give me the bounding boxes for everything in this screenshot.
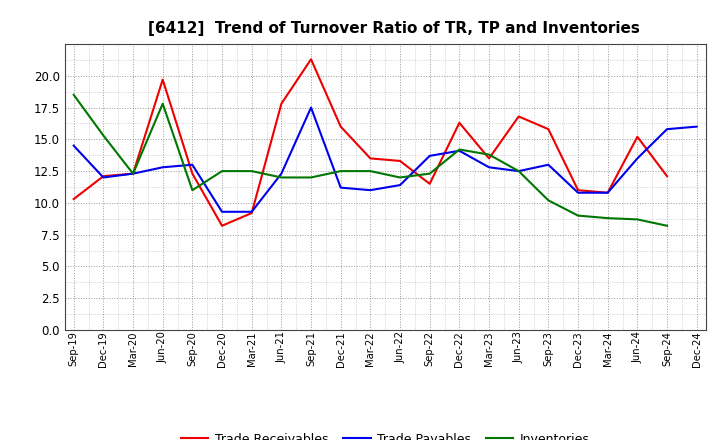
Inventories <box>366 169 374 174</box>
Trade Receivables <box>514 114 523 119</box>
Trade Payables <box>633 156 642 161</box>
Trade Payables <box>307 105 315 110</box>
Inventories <box>455 147 464 152</box>
Trade Receivables <box>455 120 464 125</box>
Trade Receivables <box>396 158 405 164</box>
Inventories <box>574 213 582 218</box>
Inventories <box>188 187 197 193</box>
Trade Receivables <box>277 101 286 106</box>
Trade Receivables <box>544 127 553 132</box>
Trade Receivables <box>485 156 493 161</box>
Trade Receivables <box>248 210 256 216</box>
Line: Trade Payables: Trade Payables <box>73 107 697 212</box>
Inventories <box>396 175 405 180</box>
Inventories <box>336 169 345 174</box>
Trade Receivables <box>366 156 374 161</box>
Trade Payables <box>217 209 226 214</box>
Trade Payables <box>248 209 256 214</box>
Trade Payables <box>99 175 108 180</box>
Inventories <box>544 198 553 203</box>
Trade Receivables <box>188 171 197 176</box>
Trade Payables <box>129 171 138 176</box>
Inventories <box>514 169 523 174</box>
Inventories <box>277 175 286 180</box>
Inventories <box>603 216 612 221</box>
Trade Receivables <box>158 77 167 82</box>
Trade Receivables <box>633 134 642 139</box>
Trade Payables <box>544 162 553 167</box>
Inventories <box>426 171 434 176</box>
Legend: Trade Receivables, Trade Payables, Inventories: Trade Receivables, Trade Payables, Inven… <box>176 428 595 440</box>
Trade Payables <box>603 190 612 195</box>
Trade Payables <box>514 169 523 174</box>
Trade Payables <box>426 153 434 158</box>
Inventories <box>307 175 315 180</box>
Trade Payables <box>366 187 374 193</box>
Trade Receivables <box>662 173 671 179</box>
Trade Payables <box>485 165 493 170</box>
Inventories <box>217 169 226 174</box>
Inventories <box>69 92 78 98</box>
Trade Payables <box>693 124 701 129</box>
Trade Receivables <box>217 223 226 228</box>
Inventories <box>485 152 493 157</box>
Trade Payables <box>69 143 78 148</box>
Trade Payables <box>277 171 286 176</box>
Trade Receivables <box>69 196 78 202</box>
Trade Receivables <box>574 187 582 193</box>
Inventories <box>662 223 671 228</box>
Trade Receivables <box>603 190 612 195</box>
Inventories <box>129 171 138 176</box>
Trade Payables <box>396 183 405 188</box>
Trade Payables <box>455 148 464 154</box>
Trade Payables <box>336 185 345 190</box>
Trade Receivables <box>336 124 345 129</box>
Line: Trade Receivables: Trade Receivables <box>73 59 667 226</box>
Trade Receivables <box>307 57 315 62</box>
Trade Payables <box>662 127 671 132</box>
Trade Receivables <box>426 181 434 187</box>
Inventories <box>99 133 108 138</box>
Trade Receivables <box>99 173 108 179</box>
Inventories <box>248 169 256 174</box>
Trade Receivables <box>129 171 138 176</box>
Text: [6412]  Trend of Turnover Ratio of TR, TP and Inventories: [6412] Trend of Turnover Ratio of TR, TP… <box>148 21 640 36</box>
Trade Payables <box>188 162 197 167</box>
Trade Payables <box>574 190 582 195</box>
Trade Payables <box>158 165 167 170</box>
Inventories <box>158 101 167 106</box>
Inventories <box>633 217 642 222</box>
Line: Inventories: Inventories <box>73 95 667 226</box>
